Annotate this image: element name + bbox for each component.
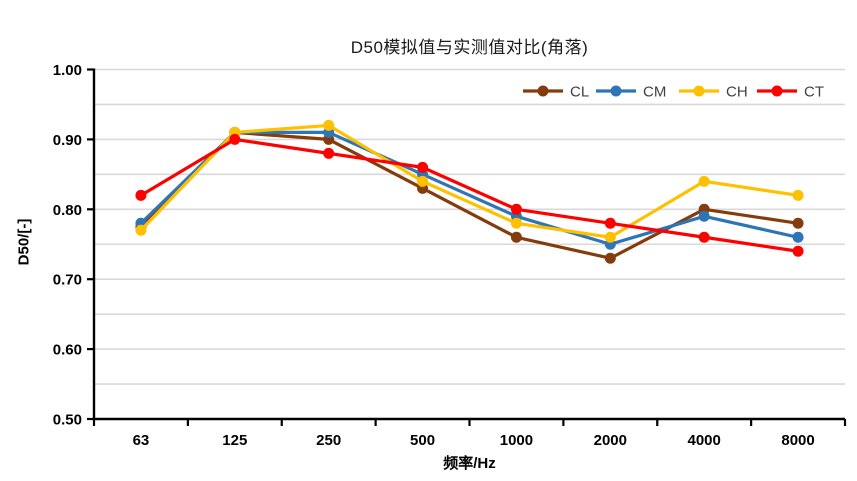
- legend-swatch-dot: [693, 85, 705, 97]
- legend-label: CT: [804, 84, 824, 101]
- y-tick-label: 0.70: [53, 272, 82, 289]
- data-point-CM-8000: [792, 231, 804, 243]
- x-tick-label: 4000: [688, 432, 721, 449]
- legend-item-CM: CM: [596, 84, 666, 101]
- series-line-CT: [139, 137, 800, 253]
- data-point-CT-125: [229, 133, 241, 145]
- chart-title: D50模拟值与实测值对比(角落): [350, 38, 589, 57]
- data-point-CT-8000: [792, 245, 804, 257]
- y-tick-label: 0.60: [53, 342, 82, 359]
- data-point-CL-1000: [510, 231, 522, 243]
- legend-swatch-dot: [610, 85, 622, 97]
- data-point-CH-1000: [510, 217, 522, 229]
- legend-item-CH: CH: [679, 84, 748, 101]
- y-tick-label: 1.00: [53, 62, 82, 79]
- x-tick-label: 125: [222, 432, 247, 449]
- x-axis-title: 频率/Hz: [443, 455, 496, 472]
- series-line-CH: [139, 123, 800, 239]
- x-tick-label: 8000: [781, 432, 814, 449]
- data-point-CH-8000: [792, 189, 804, 201]
- y-tick-label: 0.80: [53, 202, 82, 219]
- data-point-CM-4000: [698, 210, 710, 222]
- data-point-CH-4000: [698, 175, 710, 187]
- legend-label: CH: [726, 84, 748, 101]
- x-tick-label: 1000: [500, 432, 533, 449]
- legend-item-CL: CL: [523, 84, 589, 101]
- legend-item-CT: CT: [757, 84, 824, 101]
- data-point-CT-250: [323, 147, 335, 159]
- y-tick-label: 0.50: [53, 412, 82, 429]
- data-point-CH-500: [417, 175, 429, 187]
- x-tick-label: 500: [410, 432, 435, 449]
- x-tick-label: 63: [133, 432, 150, 449]
- legend-swatch-dot: [537, 85, 549, 97]
- x-tick-label: 250: [316, 432, 341, 449]
- data-point-CH-2000: [604, 231, 616, 243]
- data-point-CH-250: [323, 119, 335, 131]
- legend-swatch-dot: [771, 85, 783, 97]
- data-point-CT-63: [135, 189, 147, 201]
- data-point-CT-1000: [510, 203, 522, 215]
- data-point-CT-2000: [604, 217, 616, 229]
- data-point-CL-8000: [792, 217, 804, 229]
- y-tick-label: 0.90: [53, 132, 82, 149]
- legend-label: CL: [570, 84, 589, 101]
- data-point-CH-63: [135, 224, 147, 236]
- legend-label: CM: [643, 84, 666, 101]
- data-point-CT-500: [417, 161, 429, 173]
- x-tick-label: 2000: [594, 432, 627, 449]
- data-point-CT-4000: [698, 231, 710, 243]
- data-point-CL-2000: [604, 252, 616, 264]
